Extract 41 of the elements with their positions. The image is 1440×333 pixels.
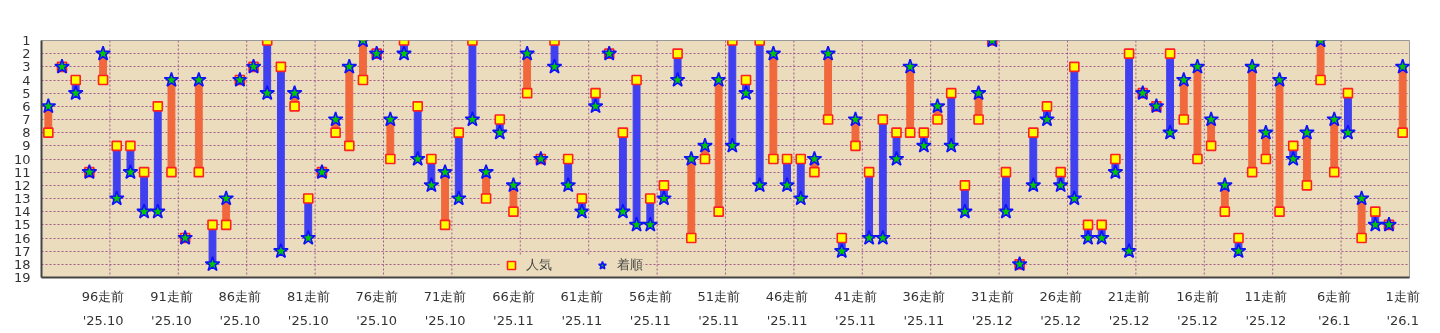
y-tick-label: 11 [13, 164, 31, 180]
y-tick-label: 6 [22, 98, 31, 114]
legend-label: 着順 [617, 256, 643, 274]
y-tick-label: 4 [22, 72, 31, 88]
category-label: 91走前 '25.10 [150, 288, 193, 328]
y-tick-label: 13 [13, 191, 31, 206]
category-label: 16走前 '25.12 [1176, 288, 1219, 328]
y-tick-label: 10 [13, 151, 31, 167]
category-label: 66走前 '25.11 [492, 288, 535, 328]
y-tick-label: 7 [22, 112, 31, 127]
category-label: 56走前 '25.11 [628, 288, 672, 328]
y-tick-label: 16 [13, 230, 31, 246]
category-label: 31走前 '25.12 [970, 288, 1014, 328]
category-label: 41走前 '25.11 [834, 288, 877, 328]
y-tick-label: 18 [13, 256, 31, 272]
category-label: 1走前 '26.1 [1385, 288, 1420, 328]
category-label: 11走前 '25.12 [1244, 288, 1288, 328]
category-label: 96走前 '25.10 [81, 288, 125, 328]
category-label: 6走前 '26.1 [1317, 288, 1352, 328]
y-tick-label: 3 [22, 59, 31, 75]
category-label: 76走前 '25.10 [355, 288, 398, 328]
legend-label: 人気 [526, 256, 552, 274]
y-tick-label: 5 [22, 85, 31, 101]
y-tick-label: 17 [13, 243, 31, 259]
category-label: 86走前 '25.10 [218, 288, 262, 328]
y-tick-label: 19 [13, 270, 31, 285]
category-label: 26走前 '25.12 [1039, 288, 1082, 328]
category-label: 81走前 '25.10 [286, 288, 330, 328]
y-tick-label: 9 [22, 138, 31, 154]
y-tick-label: 1 [22, 33, 31, 48]
y-tick-label: 2 [22, 46, 31, 62]
category-label: 36走前 '25.11 [902, 288, 946, 328]
y-tick-label: 8 [22, 125, 31, 141]
category-label: 21走前 '25.12 [1107, 288, 1151, 328]
y-tick-label: 15 [13, 217, 31, 233]
y-tick-label: 12 [13, 177, 31, 193]
category-label: 61走前 '25.11 [560, 288, 604, 328]
category-label: 71走前 '25.10 [423, 288, 467, 328]
category-label: 46走前 '25.11 [765, 288, 809, 328]
category-label: 51走前 '25.11 [697, 288, 740, 328]
y-tick-label: 14 [13, 204, 31, 220]
